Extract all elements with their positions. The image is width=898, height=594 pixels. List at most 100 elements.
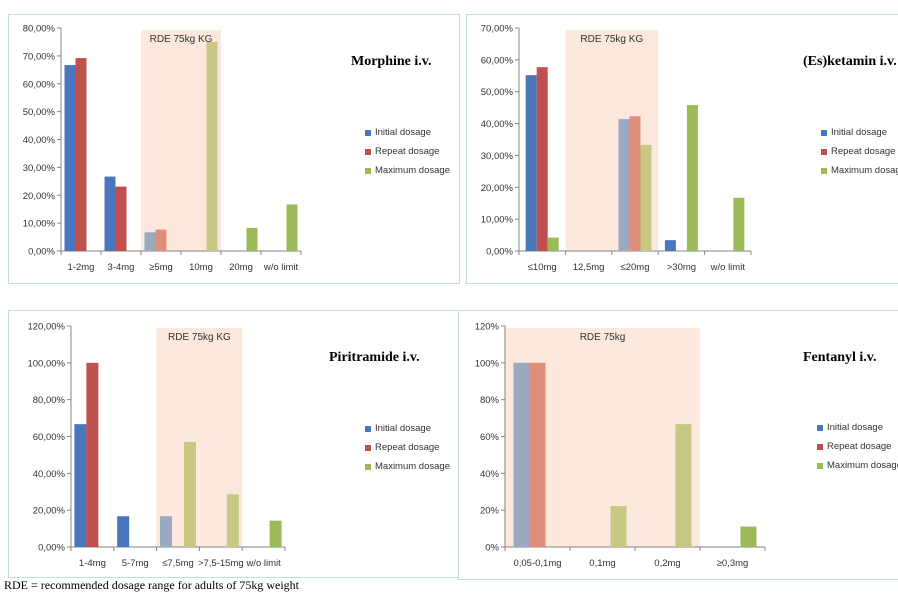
x-tick-label: 0,2mg (654, 558, 680, 569)
y-tick-label: 20,00% (481, 183, 514, 194)
legend-swatch-initial (365, 425, 371, 432)
chart-panel-morphine: RDE 75kg KG 0,00% 10,00% 20,00% 30,00% 40,00%… (8, 14, 460, 284)
legend-swatch-initial (365, 129, 371, 136)
bar-initial (513, 362, 530, 547)
chart-svg-esketamin: RDE 75kg KG 0,00% 10,00% 20,00% 30,00% 40,00%… (481, 24, 752, 273)
legend-label: Initial dosage (375, 127, 431, 138)
legend-item-initial: Initial dosage (365, 419, 450, 438)
bar-initial (104, 176, 116, 251)
legend-swatch-maximum (821, 167, 827, 174)
chart-title-esketamin: (Es)ketamin i.v. (803, 54, 897, 69)
y-tick-label: 20% (480, 506, 500, 517)
bar-maximum (226, 494, 239, 547)
bar-maximum (686, 105, 698, 251)
bar-maximum (610, 506, 627, 547)
y-tick-label: 40% (480, 469, 500, 480)
legend-morphine: Initial dosage Repeat dosage Maximum dos… (365, 123, 450, 180)
x-tick-label: ≤10mg (528, 262, 557, 273)
bar-maximum (206, 41, 218, 251)
x-tick-label: 3-4mg (108, 262, 135, 273)
bar-repeat (115, 186, 127, 251)
y-tick-label: 30,00% (23, 163, 56, 174)
legend-swatch-repeat (821, 148, 827, 155)
legend-label: Repeat dosage (375, 146, 440, 157)
legend-item-initial: Initial dosage (365, 123, 450, 142)
x-tick-label: 10mg (189, 262, 213, 273)
legend-label: Repeat dosage (827, 441, 892, 452)
x-tick-label: >30mg (667, 262, 696, 273)
x-tick-label: 0,1mg (589, 558, 615, 569)
y-tick-label: 60% (480, 432, 500, 443)
bar-repeat (155, 229, 167, 251)
y-tick-label: 10,00% (481, 215, 514, 226)
chart-svg-morphine: RDE 75kg KG 0,00% 10,00% 20,00% 30,00% 40,00%… (23, 24, 302, 273)
bar-maximum (269, 520, 282, 547)
bar-maximum (184, 441, 196, 547)
chart-title-piritramide: Piritramide i.v. (329, 350, 420, 365)
legend-item-maximum: Maximum dosage (365, 457, 450, 476)
x-tick-label: ≥0,3mg (717, 558, 749, 569)
bar-maximum (740, 526, 757, 547)
y-tick-label: 0,00% (38, 543, 65, 554)
legend-label: Initial dosage (831, 127, 887, 138)
bar-maximum (286, 204, 298, 251)
bar-repeat (86, 362, 99, 547)
chart-panel-esketamin: RDE 75kg KG 0,00% 10,00% 20,00% 30,00% 40,00%… (466, 14, 898, 284)
chart-svg-fentanyl: RDE 75kg 0% 20% 40% 60% 80% 100% 120% 0,05-0,1mg… (475, 322, 766, 569)
x-tick-label: 1-2mg (68, 262, 95, 273)
legend-label: Repeat dosage (831, 146, 896, 157)
y-tick-label: 20,00% (33, 506, 66, 517)
x-tick-label: 0,05-0,1mg (513, 558, 561, 569)
bar-maximum (733, 197, 745, 251)
y-tick-label: 10,00% (23, 219, 56, 230)
legend-label: Maximum dosage (375, 165, 450, 176)
chart-panel-piritramide: RDE 75kg KG 0,00% 20,00% 40,00% 60,00% 80,00%… (8, 310, 460, 578)
rde-band-label: RDE 75kg (580, 332, 626, 343)
y-tick-label: 30,00% (481, 151, 514, 162)
bar-initial (160, 516, 172, 547)
bar-maximum (675, 424, 692, 547)
bar-initial (664, 240, 676, 251)
bar-maximum (246, 227, 258, 251)
y-tick-label: 50,00% (481, 87, 514, 98)
bar-repeat (629, 116, 641, 251)
bar-initial (144, 232, 156, 251)
legend-item-repeat: Repeat dosage (817, 437, 898, 456)
legend-label: Maximum dosage (375, 461, 450, 472)
legend-item-repeat: Repeat dosage (821, 142, 898, 161)
x-tick-label: 1-4mg (79, 558, 106, 569)
x-tick-label: 12,5mg (573, 262, 605, 273)
legend-item-initial: Initial dosage (821, 123, 898, 142)
y-tick-label: 0,00% (486, 247, 513, 258)
x-tick-label: ≤7,5mg (162, 558, 194, 569)
y-tick-label: 100% (475, 358, 500, 369)
legend-item-repeat: Repeat dosage (365, 438, 450, 457)
legend-label: Initial dosage (375, 423, 431, 434)
x-tick-label: w/o limit (263, 262, 299, 273)
legend-fentanyl: Initial dosage Repeat dosage Maximum dos… (817, 418, 898, 475)
bar-repeat (75, 58, 87, 252)
legend-swatch-maximum (817, 462, 823, 469)
bar-initial (525, 75, 537, 251)
footnote: RDE = recommended dosage range for adult… (4, 578, 300, 592)
y-tick-label: 100,00% (27, 358, 65, 369)
legend-item-maximum: Maximum dosage (365, 161, 450, 180)
bar-initial (64, 65, 76, 251)
y-tick-label: 80,00% (33, 395, 66, 406)
y-tick-label: 120% (475, 322, 500, 333)
y-tick-label: 70,00% (23, 51, 56, 62)
chart-panel-fentanyl: RDE 75kg 0% 20% 40% 60% 80% 100% 120% 0,05-0,1mg… (458, 310, 898, 580)
chart-title-fentanyl: Fentanyl i.v. (803, 350, 877, 365)
legend-esketamin: Initial dosage Repeat dosage Maximum dos… (821, 123, 898, 180)
legend-item-maximum: Maximum dosage (821, 161, 898, 180)
x-tick-label: 20mg (229, 262, 253, 273)
y-tick-label: 120,00% (27, 322, 65, 333)
legend-swatch-initial (817, 424, 823, 431)
rde-band-label: RDE 75kg KG (168, 332, 231, 343)
legend-item-repeat: Repeat dosage (365, 142, 450, 161)
rde-band-label: RDE 75kg KG (580, 34, 643, 45)
legend-swatch-maximum (365, 167, 371, 174)
legend-label: Initial dosage (827, 422, 883, 433)
rde-band-label: RDE 75kg KG (150, 34, 213, 45)
y-tick-label: 60,00% (481, 55, 514, 66)
